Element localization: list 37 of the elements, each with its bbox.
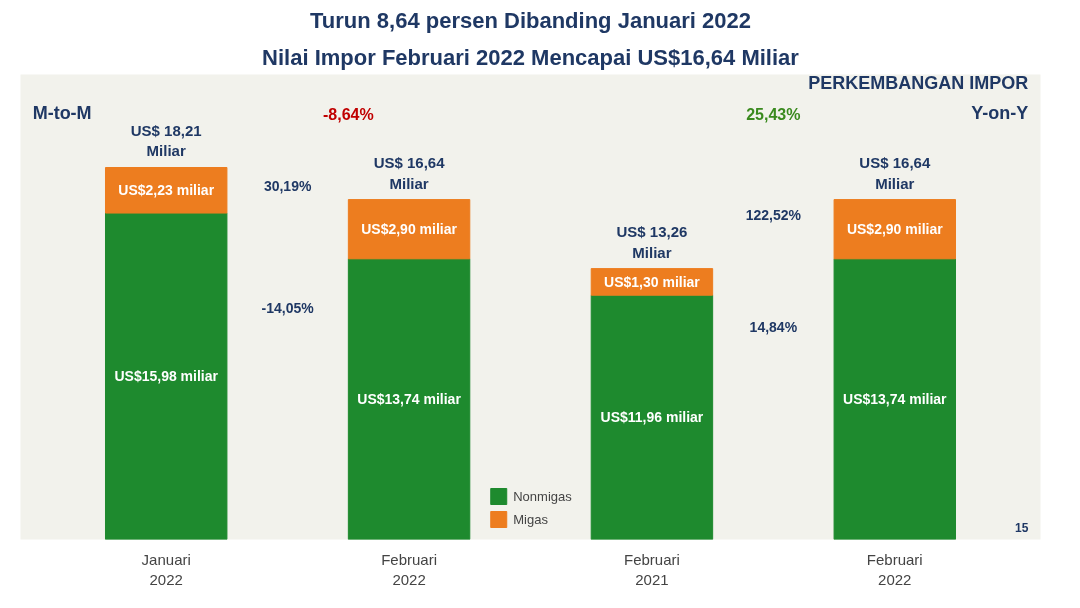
bar <box>347 258 471 540</box>
bar <box>833 199 956 260</box>
annotation: 15 <box>1015 521 1029 536</box>
data-label: US$2,90 miliar <box>846 221 944 238</box>
bar <box>833 258 956 540</box>
annotation: -14,05% <box>261 300 315 317</box>
legend-label: Nonmigas <box>513 488 572 504</box>
data-label: US$1,30 miliar <box>604 273 701 290</box>
annotation: 30,19% <box>263 177 312 194</box>
total-label: US$ 16,64 Miliar <box>859 154 931 192</box>
bar <box>590 294 714 540</box>
data-label: US$15,98 miliar <box>114 368 219 385</box>
text: 25,43% <box>746 105 801 123</box>
bar <box>105 167 228 214</box>
data-label: US$2,90 miliar <box>361 221 458 238</box>
x-tick-label: Januari 2022 <box>141 550 191 588</box>
total-label: US$ 16,64 Miliar <box>373 154 446 192</box>
data-label: US$13,74 miliar <box>357 391 462 408</box>
data-label: US$2,23 miliar <box>118 182 215 199</box>
text: PERKEMBANGAN IMPOR <box>808 73 1029 94</box>
annotation: 14,84% <box>749 318 798 335</box>
bar <box>105 212 228 540</box>
chart-title: Nilai Impor Februari 2022 Mencapai US$16,64 Miliar <box>262 44 800 70</box>
annotation: 122,52% <box>745 207 802 224</box>
x-tick-label: Februari 2022 <box>866 550 923 588</box>
x-tick-label: Februari 2022 <box>381 550 437 588</box>
legend-label: Migas <box>513 511 548 527</box>
total-label: US$ 18,21 Miliar <box>130 122 202 160</box>
text: M-to-M <box>32 102 92 123</box>
total-label: US$ 13,26 Miliar <box>616 223 688 261</box>
bar <box>347 199 471 260</box>
chart-subtitle: Turun 8,64 persen Dibanding Januari 2022 <box>310 7 751 33</box>
text: Y-on-Y <box>971 102 1029 123</box>
data-label: US$13,74 miliar <box>843 391 948 408</box>
x-tick-label: Februari 2021 <box>624 550 680 588</box>
text: -8,64% <box>323 105 374 123</box>
data-label: US$11,96 miliar <box>600 409 704 426</box>
